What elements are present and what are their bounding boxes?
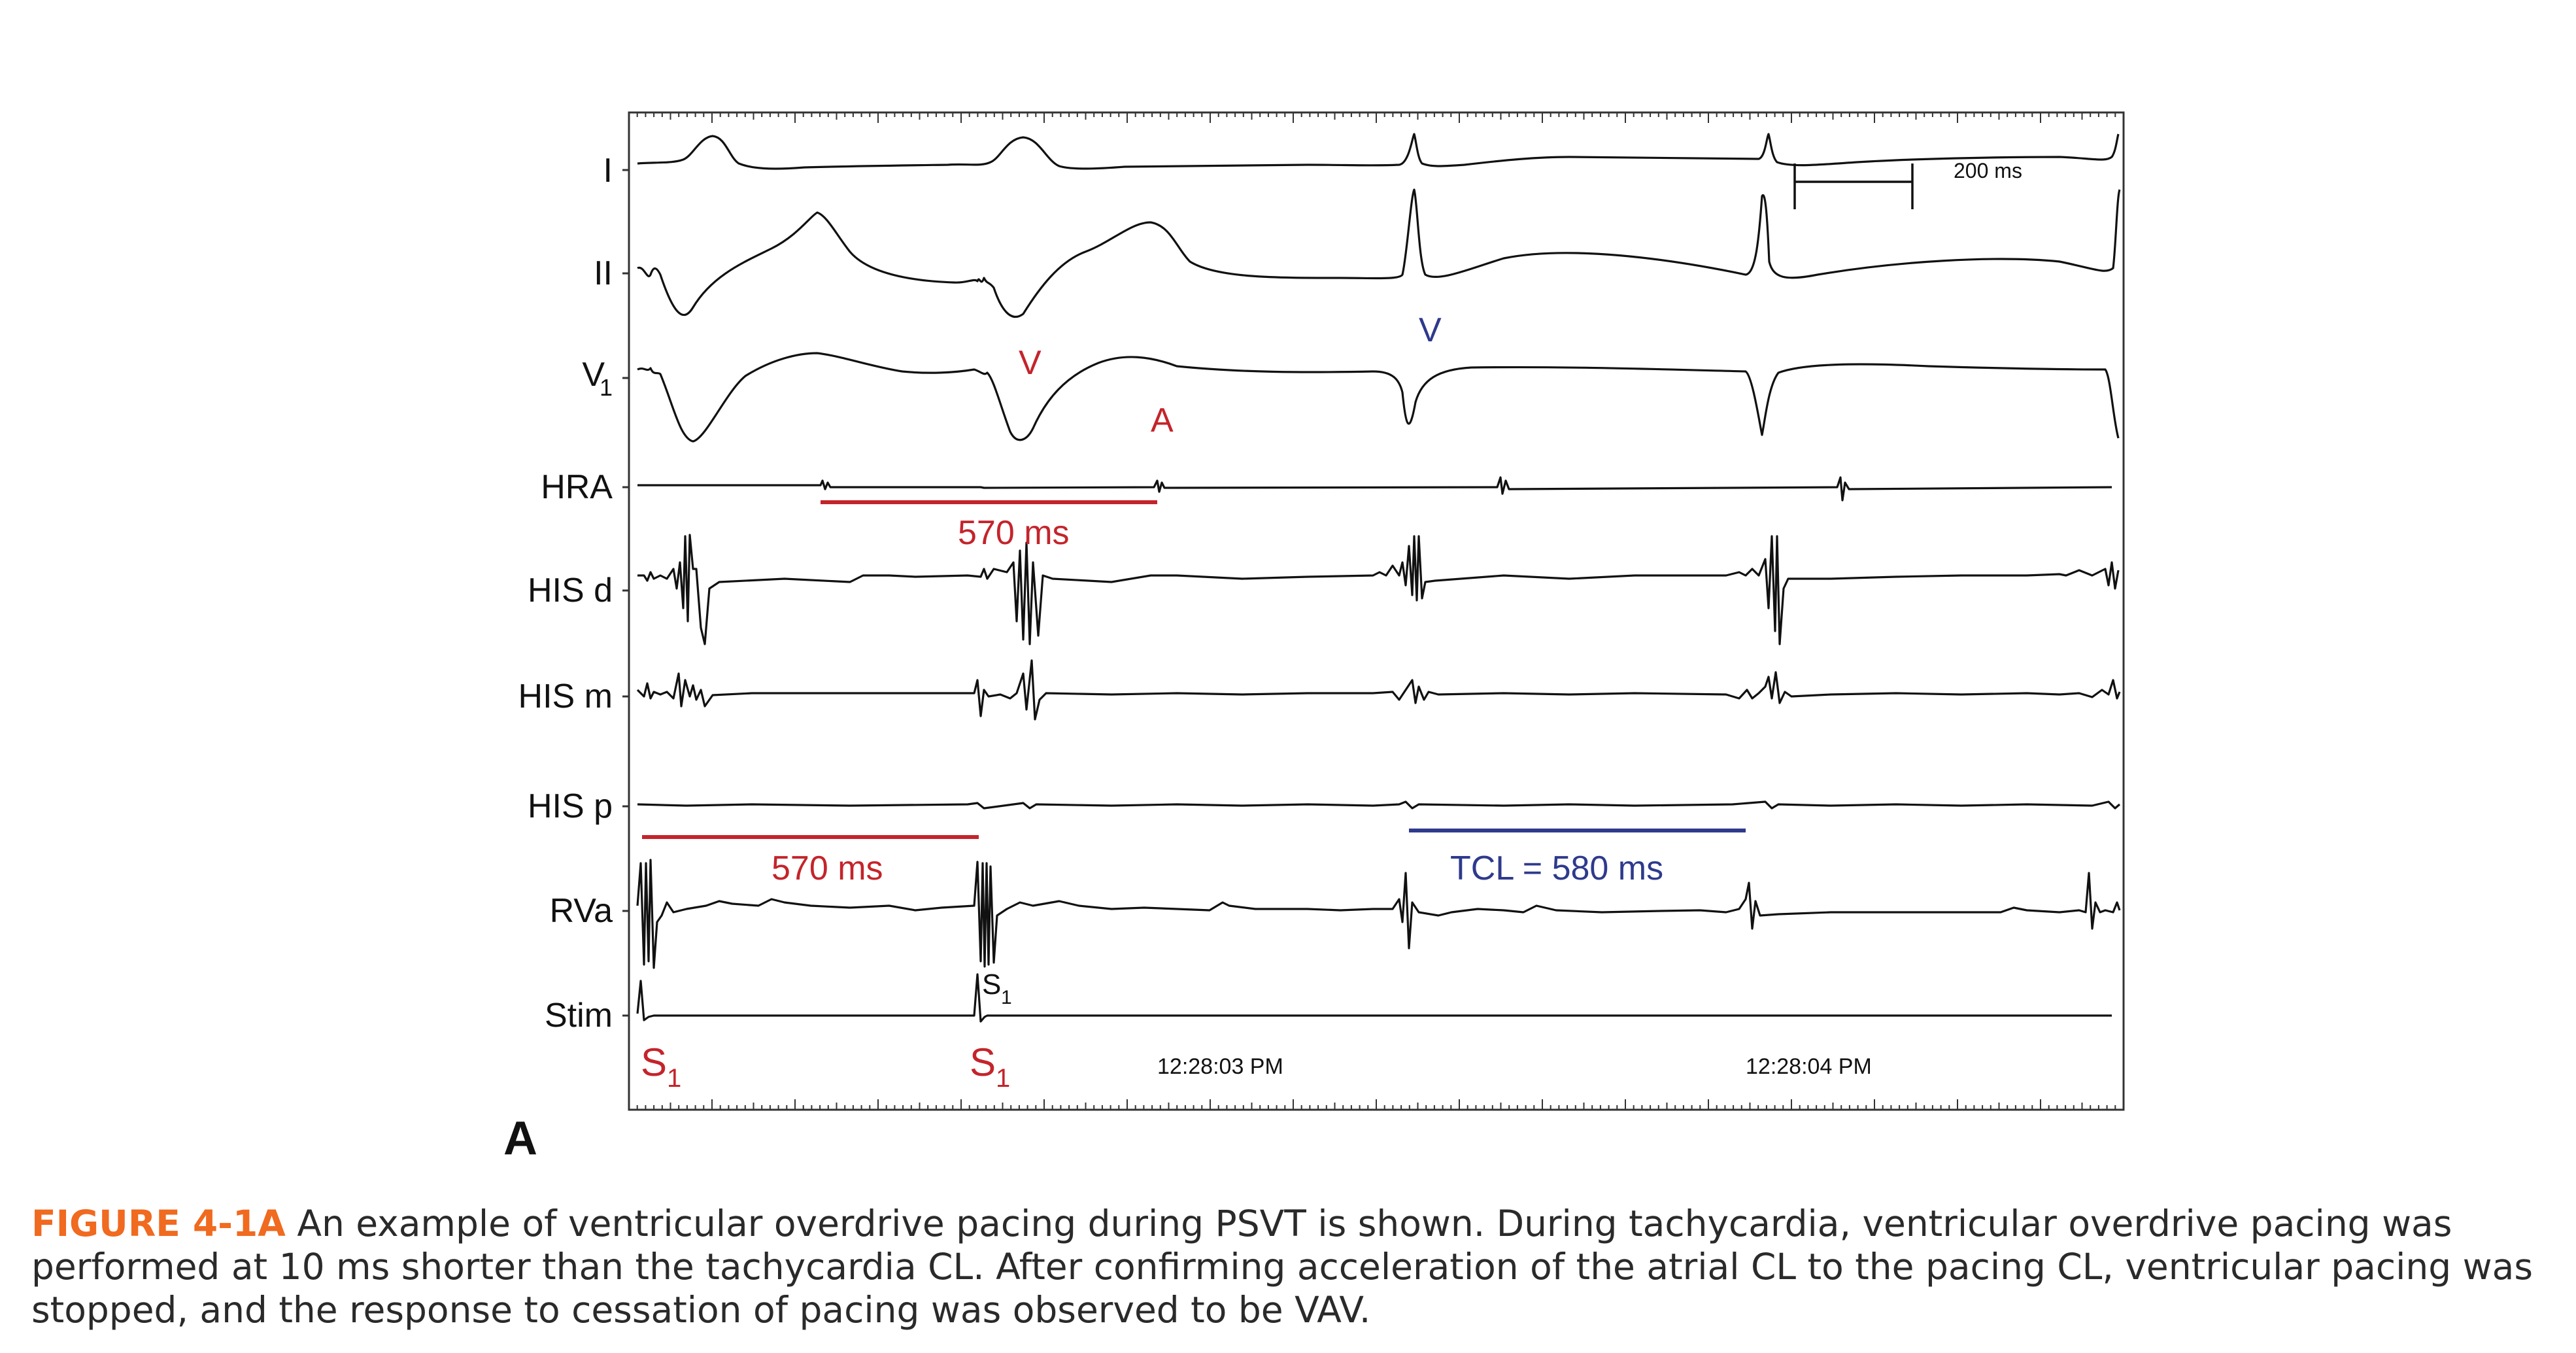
s1-label-second: S 1 <box>970 1040 1010 1093</box>
s1-label-stim-channel: S 1 <box>982 968 1012 1008</box>
channel-tick-markers <box>622 169 629 1017</box>
trace-lead-v1 <box>637 352 2120 443</box>
figure-caption: FIGURE 4-1A An example of ventricular ov… <box>31 1202 2555 1331</box>
hra-interval-label: 570 ms <box>958 514 1070 552</box>
trace-rva <box>636 859 2121 969</box>
svg-text:S: S <box>970 1040 996 1084</box>
top-time-ticks <box>628 112 2124 123</box>
channel-label-his-p: HIS p <box>528 787 613 825</box>
channel-label-rva: RVa <box>550 892 613 930</box>
trace-lead-i <box>637 133 2120 170</box>
tcl-interval-label: TCL = 580 ms <box>1450 849 1663 887</box>
svg-text:S: S <box>641 1040 667 1084</box>
svg-text:1: 1 <box>600 374 613 401</box>
svg-text:S: S <box>982 968 1001 1001</box>
channel-label-his-m: HIS m <box>518 677 613 715</box>
timestamp-2: 12:28:04 PM <box>1746 1054 1872 1079</box>
svg-text:1: 1 <box>667 1064 681 1093</box>
channel-label-i: I <box>603 152 613 190</box>
svg-text:V: V <box>582 356 605 394</box>
channel-label-stim: Stim <box>545 997 613 1035</box>
trace-hra <box>637 476 2112 502</box>
traces <box>636 133 2121 1023</box>
timestamp-1: 12:28:03 PM <box>1157 1054 1283 1079</box>
v-label-blue: V <box>1419 311 1442 349</box>
channel-label-hra: HRA <box>541 468 613 506</box>
scale-bar-label: 200 ms <box>1954 159 2022 182</box>
channel-label-v1: V 1 <box>582 356 613 401</box>
caption-text: An example of ventricular overdrive paci… <box>31 1203 2533 1331</box>
tracing-frame <box>628 111 2125 1111</box>
panel-letter: A <box>503 1112 537 1165</box>
svg-text:1: 1 <box>996 1064 1010 1093</box>
channel-label-ii: II <box>594 254 613 292</box>
trace-his-d <box>637 534 2120 645</box>
scale-bar <box>1793 163 1914 209</box>
a-label-red: A <box>1151 402 1174 439</box>
v-label-red: V <box>1019 344 1042 382</box>
bottom-time-ticks <box>628 1099 2124 1110</box>
trace-his-p <box>637 800 2121 810</box>
trace-stim <box>636 973 2112 1023</box>
svg-text:1: 1 <box>1001 987 1012 1008</box>
figure-label: FIGURE 4-1A <box>31 1203 286 1244</box>
channel-labels: I II V 1 HRA HIS d HIS m HIS p RVa Stim <box>518 152 613 1035</box>
rva-interval-label: 570 ms <box>771 849 883 887</box>
trace-lead-ii <box>637 188 2121 318</box>
trace-his-m <box>636 659 2121 721</box>
s1-label-first: S 1 <box>641 1040 681 1093</box>
channel-label-his-d: HIS d <box>528 572 613 609</box>
